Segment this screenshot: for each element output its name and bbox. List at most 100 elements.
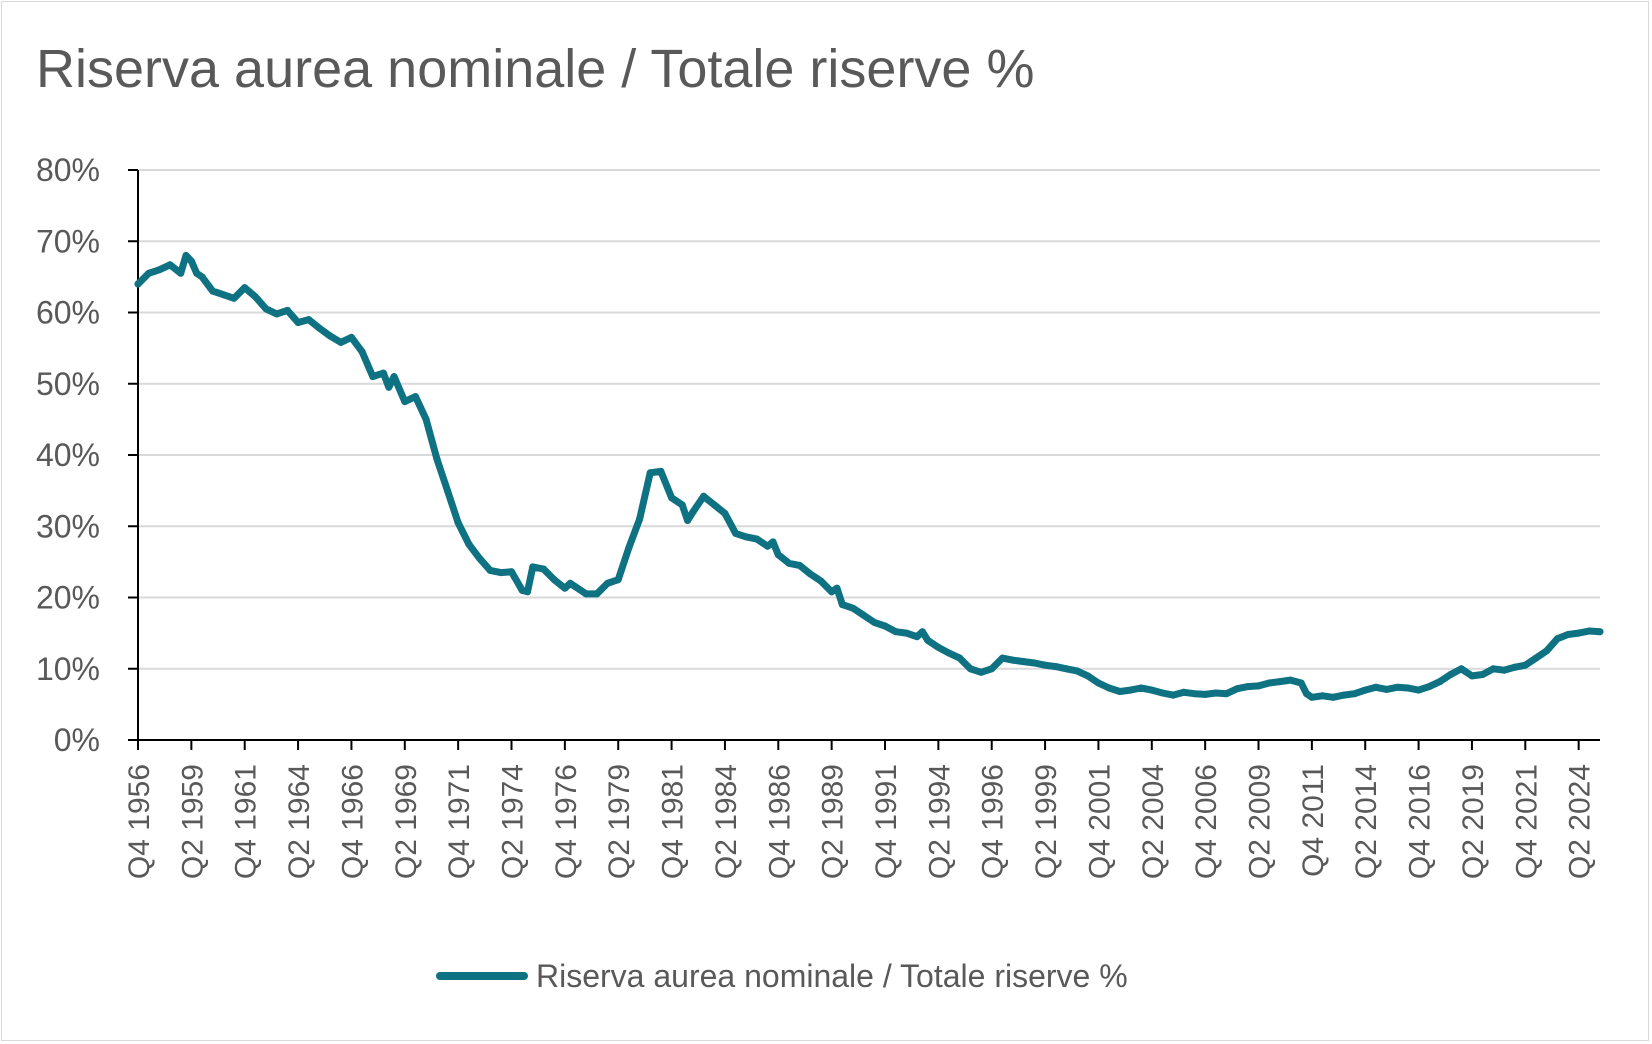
data-point [860, 611, 868, 619]
data-point [913, 633, 921, 641]
data-point [1297, 679, 1305, 687]
data-point [305, 316, 313, 324]
x-tick-label: Q2 2024 [1564, 764, 1597, 879]
data-point [657, 467, 665, 475]
x-axis-ticks: Q4 1956 Q2 1959 Q4 1961 Q2 1964 Q4 1966 Q2 19… [123, 740, 1597, 879]
data-point [1351, 690, 1359, 698]
data-point [817, 577, 825, 585]
legend-label: Riserva aurea nominale / Totale riserve … [536, 958, 1128, 994]
data-point [1500, 666, 1508, 674]
y-tick-label: 80% [36, 152, 100, 188]
data-point [902, 629, 910, 637]
data-points [134, 252, 1604, 701]
data-point [187, 257, 195, 265]
data-point [524, 588, 531, 596]
data-point [956, 654, 964, 662]
data-point [764, 542, 772, 550]
data-point [1521, 661, 1529, 669]
data-point [283, 306, 291, 314]
data-point [1543, 647, 1551, 655]
x-tick-label: Q4 2001 [1083, 764, 1116, 879]
data-point [1265, 679, 1273, 687]
data-point [1329, 693, 1337, 701]
data-point [1308, 693, 1316, 701]
data-point [1489, 665, 1497, 673]
data-point [358, 348, 366, 356]
y-axis-ticks: 0% 10% 20% 30% 40% 50% 60% 70% 80% [36, 152, 138, 758]
data-point [988, 665, 996, 673]
data-point [1436, 678, 1444, 686]
data-point [1030, 659, 1038, 667]
data-point [934, 643, 942, 651]
y-tick-label: 40% [36, 437, 100, 473]
data-point [1062, 665, 1070, 673]
x-tick-label: Q4 2016 [1404, 764, 1437, 879]
data-point [1340, 691, 1348, 699]
data-point [806, 570, 814, 578]
x-tick-label: Q4 1976 [550, 764, 583, 879]
data-point [1073, 667, 1081, 675]
x-tick-label: Q4 2011 [1297, 764, 1330, 877]
y-tick-label: 10% [36, 651, 100, 687]
data-point [1303, 690, 1310, 698]
data-point [1372, 683, 1380, 691]
data-point [1084, 672, 1092, 680]
y-tick-label: 50% [36, 366, 100, 402]
data-point [1105, 684, 1113, 692]
data-point [774, 551, 782, 559]
data-point [1575, 629, 1583, 637]
data-point [1148, 686, 1156, 694]
data-point [1585, 627, 1593, 635]
x-tick-label: Q4 1971 [443, 764, 476, 879]
data-point [1479, 671, 1487, 678]
x-tick-label: Q4 1966 [336, 764, 369, 879]
data-point [1255, 682, 1262, 690]
data-point [379, 369, 387, 377]
data-point [1393, 683, 1401, 691]
data-point [1191, 690, 1198, 698]
data-point [1116, 688, 1124, 695]
x-tick-label: Q2 2014 [1350, 764, 1383, 879]
data-point [892, 628, 900, 636]
data-point [337, 338, 345, 346]
data-point [1041, 661, 1049, 669]
data-point [219, 291, 227, 299]
data-point [1180, 688, 1188, 696]
data-point [614, 576, 622, 584]
data-point [465, 540, 473, 548]
data-point [241, 284, 249, 292]
x-tick-label: Q4 1996 [977, 764, 1010, 879]
x-tick-label: Q2 1994 [923, 764, 956, 879]
data-point [497, 569, 505, 577]
data-point [518, 586, 526, 594]
data-point [273, 310, 281, 318]
data-point [689, 508, 697, 516]
data-point [209, 287, 217, 295]
x-tick-label: Q4 2006 [1190, 764, 1223, 879]
data-point [646, 469, 654, 477]
data-point [1383, 685, 1391, 693]
data-point [881, 622, 889, 630]
data-point [572, 583, 579, 591]
data-point [145, 269, 153, 277]
data-point [412, 393, 419, 401]
chart-title: Riserva aurea nominale / Totale riserve … [36, 39, 1035, 99]
data-point [833, 584, 841, 592]
data-point [1201, 690, 1209, 698]
data-point [998, 654, 1006, 662]
data-point [753, 535, 761, 543]
data-point [1159, 689, 1166, 697]
data-point [966, 665, 974, 673]
x-tick-label: Q4 1961 [230, 764, 263, 879]
data-point [1020, 658, 1028, 666]
data-point [684, 517, 692, 524]
data-point [476, 554, 483, 562]
series-line [134, 252, 1604, 701]
y-tick-label: 0% [54, 722, 100, 758]
data-point [924, 636, 932, 644]
data-point [182, 252, 190, 259]
data-point [849, 604, 857, 612]
data-point [230, 294, 238, 302]
data-point [1404, 684, 1412, 692]
data-point [177, 269, 185, 277]
